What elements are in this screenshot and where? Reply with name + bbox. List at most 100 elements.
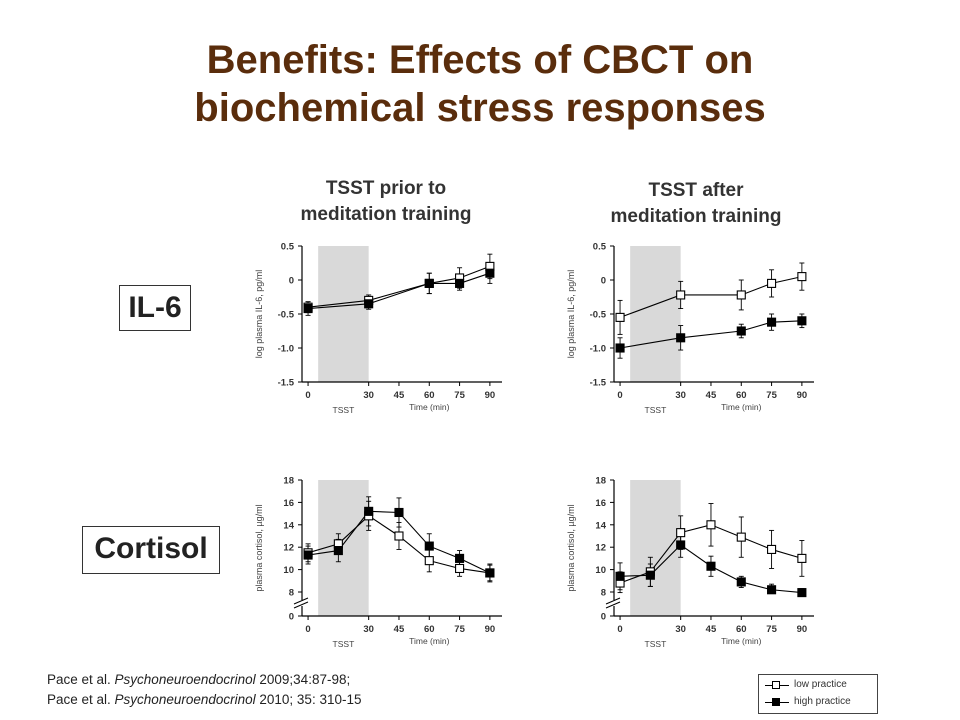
tsst-label: TSST (645, 639, 667, 649)
tsst-band (318, 246, 369, 382)
x-axis-label: Time (min) (409, 636, 449, 646)
y-tick-label: -1.5 (590, 378, 607, 389)
data-point-low-practice (455, 563, 465, 574)
tsst-label: TSST (333, 639, 355, 649)
chart-legend: low practice high practice (758, 674, 878, 714)
x-tick-label: 75 (766, 624, 777, 635)
data-point-low-practice (424, 556, 434, 566)
data-point-low-practice (615, 312, 625, 322)
x-tick-label: 90 (485, 624, 496, 635)
column-header-post: TSST after meditation training (566, 178, 826, 230)
tsst-band (630, 246, 681, 382)
x-tick-label: 45 (394, 390, 405, 401)
y-tick-label: -0.5 (278, 310, 295, 321)
y-tick-label: 16 (283, 498, 294, 509)
data-point-high-practice (333, 546, 343, 556)
legend-label-low: low practice (794, 679, 847, 690)
y-tick-label: 0 (601, 612, 606, 623)
x-tick-label: 30 (363, 624, 374, 635)
y-tick-label: 0.5 (281, 242, 295, 253)
data-point-high-practice (615, 343, 625, 353)
data-point-high-practice (736, 577, 746, 587)
y-tick-label: 0 (289, 612, 294, 623)
x-tick-label: 60 (736, 390, 747, 401)
x-tick-label: 45 (706, 624, 717, 635)
data-point-high-practice (394, 507, 404, 518)
data-point-low-practice (706, 520, 716, 530)
data-point-high-practice (767, 317, 777, 327)
y-tick-label: 14 (595, 520, 606, 531)
y-tick-label: 18 (595, 476, 606, 487)
column-header-pre-line-2: meditation training (300, 204, 472, 225)
data-point-high-practice (303, 550, 313, 560)
data-point-high-practice (364, 299, 374, 309)
y-axis-label: log plasma IL-6, pg/ml (566, 270, 576, 359)
axis-break-mark (605, 601, 621, 609)
legend-item-low: low practice (759, 677, 877, 694)
data-point-high-practice (645, 570, 655, 580)
chart-cortisol-pre: 0 8 10 12 14 16 18 0 30 45 60 75 90 TSST Time (min) pla… (254, 476, 502, 649)
title-line-2: biochemical stress responses (194, 86, 766, 130)
tsst-band (630, 480, 681, 616)
column-header-pre-line-1: TSST prior to (325, 178, 447, 199)
citation-2: Pace et al. Psychoneuroendocrinol 2010; … (47, 690, 361, 710)
y-tick-label: 0 (601, 276, 606, 287)
data-point-high-practice (303, 304, 313, 314)
axis-break-mark (605, 597, 621, 605)
x-tick-label: 90 (485, 390, 496, 401)
x-axis-label: Time (min) (721, 636, 761, 646)
data-point-high-practice (455, 278, 465, 288)
legend-open-square-marker (772, 681, 780, 689)
x-tick-label: 0 (617, 624, 622, 635)
citation-1-details: 2009;34:87-98; (255, 672, 351, 687)
data-point-high-practice (615, 571, 625, 581)
row-label-cortisol: Cortisol (82, 526, 220, 574)
data-point-low-practice (736, 290, 746, 300)
data-point-high-practice (736, 326, 746, 336)
x-tick-label: 60 (424, 624, 435, 635)
chart-il6-pre: -1.5 -1.0 -0.5 0 0.5 0 30 45 60 75 90 TSST Time (min… (254, 242, 502, 415)
y-tick-label: 8 (601, 588, 606, 599)
citation-2-journal: Psychoneuroendocrinol (114, 692, 256, 707)
x-tick-label: 75 (454, 624, 465, 635)
citation-1-journal: Psychoneuroendocrinol (114, 672, 256, 687)
tsst-label: TSST (645, 405, 667, 415)
x-axis-label: Time (min) (409, 402, 449, 412)
column-header-post-line-2: meditation training (610, 206, 782, 227)
data-point-high-practice (424, 541, 434, 551)
data-point-high-practice (455, 553, 465, 563)
x-tick-label: 45 (706, 390, 717, 401)
column-header-pre: TSST prior to meditation training (256, 176, 516, 228)
x-tick-label: 0 (617, 390, 622, 401)
legend-item-high: high practice (759, 694, 877, 711)
data-point-high-practice (485, 268, 495, 278)
x-tick-label: 60 (736, 624, 747, 635)
axis-break-mark (293, 601, 309, 609)
citation-2-details: 2010; 35: 310-15 (255, 692, 362, 707)
data-point-high-practice (424, 278, 434, 288)
data-point-low-practice (676, 528, 686, 538)
y-tick-label: 0 (289, 276, 294, 287)
axis-break-gap (608, 600, 620, 606)
data-point-high-practice (797, 316, 807, 326)
x-axis-label: Time (min) (721, 402, 761, 412)
data-point-low-practice (394, 531, 404, 541)
y-tick-label: 12 (283, 543, 294, 554)
data-point-low-practice (797, 553, 807, 563)
axis-break-gap (296, 600, 308, 606)
x-tick-label: 30 (363, 390, 374, 401)
slide-title: Benefits: Effects of CBCT on biochemical… (0, 36, 960, 132)
y-tick-label: 10 (595, 565, 606, 576)
y-tick-label: 0.5 (593, 242, 607, 253)
x-tick-label: 60 (424, 390, 435, 401)
data-point-high-practice (364, 506, 374, 516)
data-point-low-practice (767, 544, 777, 554)
data-point-low-practice (736, 532, 746, 542)
y-tick-label: 18 (283, 476, 294, 487)
y-tick-label: -1.0 (590, 344, 606, 355)
y-axis-label: plasma cortisol, µg/ml (566, 504, 576, 591)
data-point-high-practice (706, 561, 716, 571)
x-tick-label: 30 (675, 390, 686, 401)
y-tick-label: -0.5 (590, 310, 607, 321)
chart-il6-post: -1.5 -1.0 -0.5 0 0.5 0 30 45 60 75 90 TSST Time (min… (566, 242, 814, 415)
